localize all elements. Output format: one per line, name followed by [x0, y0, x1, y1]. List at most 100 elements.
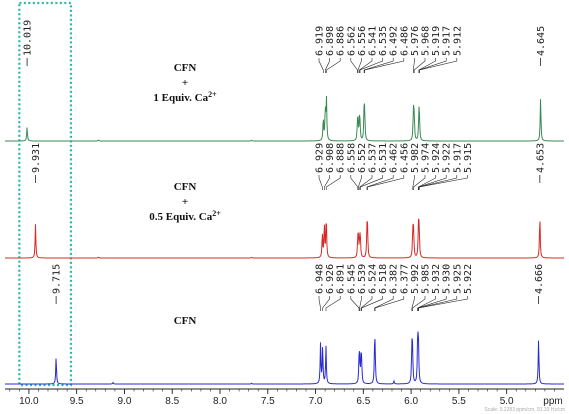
- peak-label: 6.886: [336, 26, 347, 56]
- peak-leader-line: [412, 175, 415, 190]
- peak-label: 6.888: [336, 143, 347, 173]
- peak-leader-line: [359, 58, 373, 73]
- peak-leader-line: [318, 296, 321, 311]
- scale-note: Scale: 0.2283 ppm/cm, 91.33 Hz/cm: [484, 407, 565, 413]
- peak-label: 5.976: [410, 26, 421, 56]
- peak-label: 6.908: [325, 143, 336, 173]
- peak-label: 5.974: [421, 143, 432, 173]
- spectra-group: [5, 96, 564, 385]
- peak-label: 5.968: [421, 26, 432, 56]
- peak-leader-line: [360, 296, 373, 311]
- peak-label: 5.917: [452, 143, 463, 173]
- peak-label: 6.898: [325, 26, 336, 56]
- peak-leader-line: [417, 296, 447, 311]
- sample-label-plus: +: [182, 77, 188, 89]
- peak-label: 5.924: [431, 143, 442, 173]
- peak-label: 6.926: [325, 264, 336, 294]
- peak-leader-line: [418, 175, 447, 190]
- peak-label: 5.982: [410, 143, 421, 173]
- peak-label: 6.535: [378, 26, 389, 56]
- sample-label-additive: 0.5 Equiv. Ca2+: [149, 209, 221, 223]
- x-axis-unit-label: ppm: [543, 396, 562, 407]
- x-tick-label: 8.0: [213, 396, 227, 407]
- peak-leader-line: [412, 296, 426, 311]
- peak-leader-line: [350, 296, 360, 311]
- peak-label: 5.985: [421, 264, 432, 294]
- peak-leader-line: [325, 58, 330, 73]
- peak-label: 6.558: [346, 143, 357, 173]
- peak-leader-line: [363, 58, 394, 73]
- x-tick-label: 7.5: [261, 396, 275, 407]
- peak-label: 6.377: [399, 264, 410, 294]
- peak-label: 6.948: [315, 264, 326, 294]
- peak-leader-line: [360, 175, 383, 190]
- peak-label: 6.531: [378, 143, 389, 173]
- peak-label: 5.917: [442, 26, 453, 56]
- peak-label: 6.562: [346, 26, 357, 56]
- peak-label: 6.524: [368, 264, 379, 294]
- peak-leader-line: [318, 58, 324, 73]
- peak-label: 6.556: [357, 26, 368, 56]
- peak-label: 4.653: [535, 143, 546, 173]
- peak-label: 6.552: [357, 143, 368, 173]
- peak-leader-line: [325, 175, 341, 190]
- peak-leader-line: [413, 58, 415, 73]
- sample-label-additive: 1 Equiv. Ca2+: [153, 90, 217, 104]
- peak-label: 6.462: [389, 143, 400, 173]
- peak-label: 5.925: [452, 264, 463, 294]
- sample-labels-group: CFN +1 Equiv. Ca2+ CFN +0.5 Equiv. Ca2+ CFN: [149, 62, 221, 327]
- peak-leader-line: [325, 296, 341, 311]
- peak-leader-line: [364, 58, 405, 73]
- sample-label: CFN: [174, 62, 197, 74]
- peak-label: 6.382: [389, 264, 400, 294]
- peak-label: 6.492: [389, 26, 400, 56]
- peak-leader-line: [350, 58, 358, 73]
- peak-leader-line: [357, 58, 362, 73]
- peak-label: 6.456: [399, 143, 410, 173]
- peak-label: 5.915: [463, 143, 474, 173]
- peak-leader-line: [374, 296, 394, 311]
- peak-label: 5.992: [410, 264, 421, 294]
- peak-label: 6.545: [346, 264, 357, 294]
- x-tick-label: 5.0: [500, 396, 514, 407]
- peak-leader-line: [318, 175, 323, 190]
- peak-label: 6.539: [357, 264, 368, 294]
- sample-label: CFN: [174, 181, 197, 193]
- x-tick-label: 6.5: [356, 396, 370, 407]
- peak-leader-line: [366, 175, 394, 190]
- peak-leader-line: [419, 58, 458, 73]
- x-axis: 10.0 9.5 9.0 8.5 8.0 7.5 7.0 6.5 6.0 5.5 5.0 ppm: [5, 388, 564, 407]
- x-tick-label: 5.5: [452, 396, 466, 407]
- peak-leader-line: [367, 175, 405, 190]
- peak-label: 5.922: [442, 143, 453, 173]
- peak-leader-line: [324, 175, 330, 190]
- peak-label: 6.537: [368, 143, 379, 173]
- peak-label: 10.019: [23, 20, 34, 56]
- peak-leader-line: [418, 296, 468, 311]
- x-tick-label: 7.0: [309, 396, 323, 407]
- x-tick-label: 9.5: [70, 396, 84, 407]
- x-tick-label: 6.0: [404, 396, 418, 407]
- peak-leader-line: [418, 175, 468, 190]
- peak-leader-line: [374, 296, 405, 311]
- spectrum-line-2: [5, 218, 564, 259]
- peak-leader-line: [358, 175, 362, 190]
- spectrum-line-1: [5, 96, 564, 142]
- peak-leader-line: [411, 296, 415, 311]
- peak-leader-line: [361, 296, 383, 311]
- peak-leader-line: [359, 58, 383, 73]
- peak-leader-line: [326, 58, 341, 73]
- x-tick-label: 8.5: [165, 396, 179, 407]
- sample-label-plus: +: [182, 196, 188, 208]
- peak-label: 4.666: [534, 264, 545, 294]
- peak-leader-line: [418, 58, 447, 73]
- highlight-region-group: [18, 1, 73, 387]
- peak-leader-line: [322, 296, 330, 311]
- peak-leader-line: [350, 175, 359, 190]
- spectrum-line-3: [5, 331, 564, 385]
- peak-label: 9.715: [52, 264, 63, 294]
- x-tick-label: 10.0: [19, 396, 39, 407]
